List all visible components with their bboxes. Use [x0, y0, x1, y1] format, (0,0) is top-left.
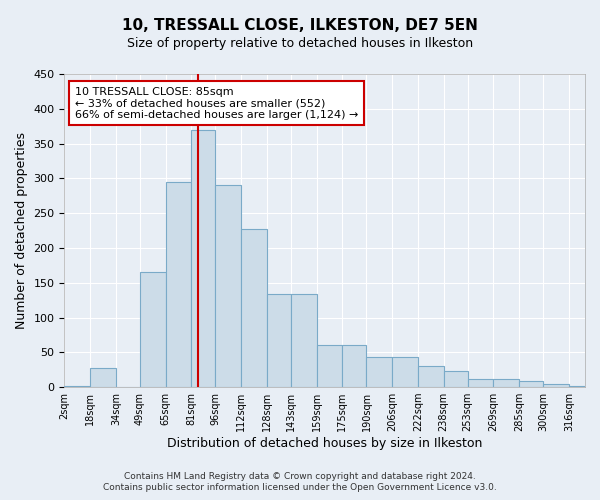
Text: Size of property relative to detached houses in Ilkeston: Size of property relative to detached ho…: [127, 38, 473, 51]
Text: Contains public sector information licensed under the Open Government Licence v3: Contains public sector information licen…: [103, 484, 497, 492]
Bar: [493, 378, 519, 387]
Text: Contains HM Land Registry data © Crown copyright and database right 2024.: Contains HM Land Registry data © Crown c…: [124, 472, 476, 481]
Bar: [543, 384, 569, 387]
X-axis label: Distribution of detached houses by size in Ilkeston: Distribution of detached houses by size …: [167, 437, 482, 450]
Bar: [191, 130, 215, 387]
Bar: [343, 346, 367, 387]
Bar: [64, 386, 90, 387]
Bar: [443, 371, 468, 387]
Text: 10, TRESSALL CLOSE, ILKESTON, DE7 5EN: 10, TRESSALL CLOSE, ILKESTON, DE7 5EN: [122, 18, 478, 32]
Bar: [166, 182, 191, 387]
Bar: [140, 272, 166, 387]
Bar: [468, 378, 493, 387]
Bar: [367, 357, 392, 387]
Bar: [519, 381, 543, 387]
Bar: [90, 368, 116, 387]
Bar: [392, 357, 418, 387]
Bar: [418, 366, 443, 387]
Bar: [317, 346, 343, 387]
Text: 10 TRESSALL CLOSE: 85sqm
← 33% of detached houses are smaller (552)
66% of semi-: 10 TRESSALL CLOSE: 85sqm ← 33% of detach…: [75, 86, 358, 120]
Bar: [569, 386, 595, 387]
Bar: [267, 294, 291, 387]
Bar: [291, 294, 317, 387]
Bar: [215, 186, 241, 387]
Y-axis label: Number of detached properties: Number of detached properties: [15, 132, 28, 329]
Bar: [241, 229, 267, 387]
